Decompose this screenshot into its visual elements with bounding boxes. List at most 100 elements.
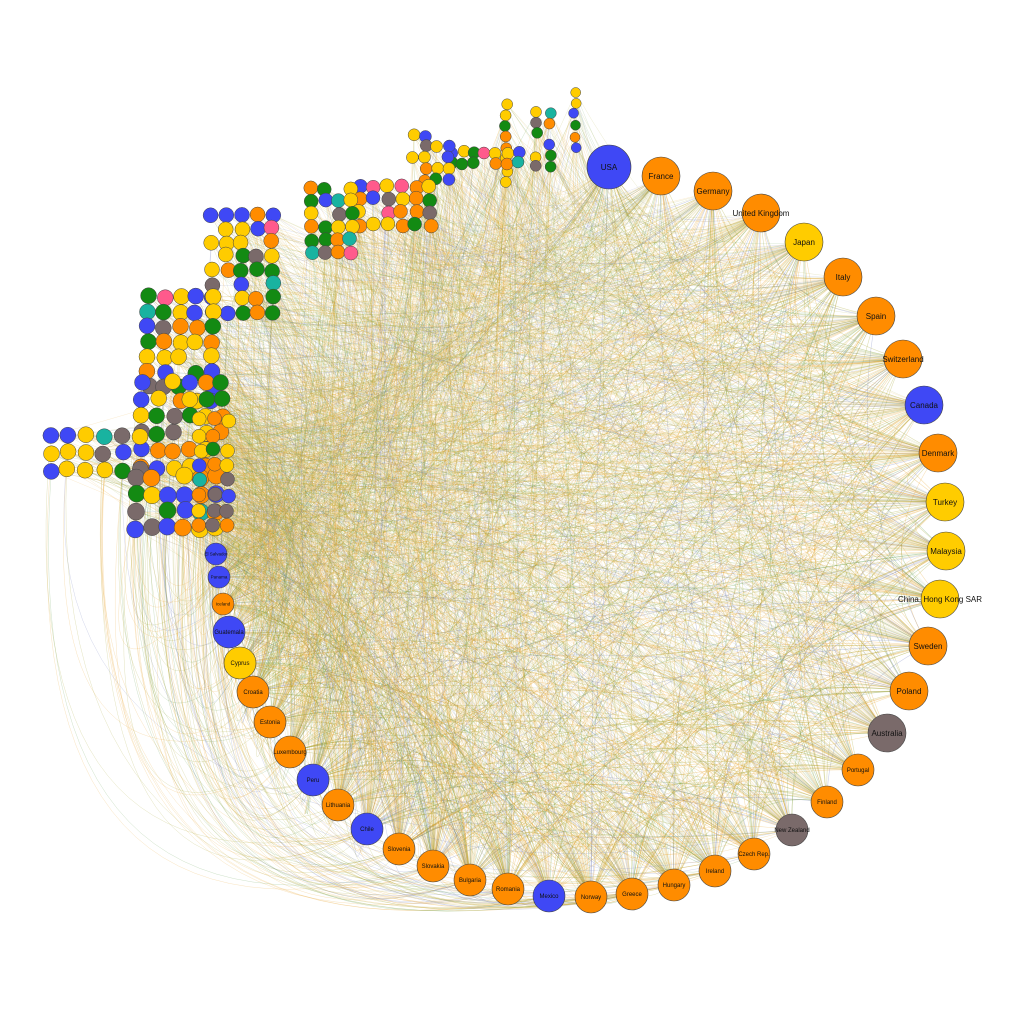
edge xyxy=(338,200,904,362)
edge xyxy=(631,404,925,895)
edge xyxy=(358,211,929,647)
small-node xyxy=(568,107,579,119)
edge xyxy=(429,212,675,886)
edge xyxy=(228,270,675,886)
edge xyxy=(165,297,888,734)
small-node xyxy=(212,374,229,391)
edge xyxy=(194,312,633,895)
edge xyxy=(398,276,844,850)
edge xyxy=(228,270,633,895)
edge xyxy=(449,145,929,647)
edge xyxy=(311,226,368,806)
edge xyxy=(273,215,904,366)
edge xyxy=(252,212,762,693)
edge xyxy=(337,775,675,886)
edge xyxy=(289,241,805,753)
edge xyxy=(211,175,662,290)
edge xyxy=(239,656,859,771)
small-node xyxy=(158,501,177,520)
edge xyxy=(714,690,910,872)
edge xyxy=(211,242,941,600)
edge xyxy=(240,242,373,830)
edge xyxy=(213,296,946,503)
edge xyxy=(372,197,946,503)
edge xyxy=(225,254,716,872)
edge xyxy=(366,800,550,897)
edge xyxy=(461,163,755,855)
edge xyxy=(195,295,276,693)
small-node xyxy=(511,155,525,169)
small-node xyxy=(233,276,250,293)
edge xyxy=(416,187,828,803)
edge xyxy=(573,113,793,831)
small-node xyxy=(424,218,439,234)
small-node xyxy=(165,423,182,441)
edge xyxy=(548,166,610,897)
edge xyxy=(311,212,947,552)
edge xyxy=(226,243,369,830)
edge xyxy=(311,240,385,830)
edge xyxy=(325,199,939,454)
edge xyxy=(373,187,904,362)
edge xyxy=(366,166,610,830)
edge xyxy=(195,295,716,872)
edge xyxy=(311,240,904,360)
edge xyxy=(473,152,662,237)
node-label: Switzerland xyxy=(882,355,923,364)
edge xyxy=(255,298,939,454)
edge xyxy=(289,227,339,753)
edge xyxy=(507,171,877,330)
edge xyxy=(222,212,430,605)
edge xyxy=(213,311,368,830)
edge xyxy=(273,215,716,872)
edge xyxy=(535,111,877,321)
edge xyxy=(506,148,714,236)
edge xyxy=(535,122,844,278)
small-node xyxy=(42,427,60,444)
small-node xyxy=(173,288,190,305)
edge xyxy=(360,186,941,600)
edge xyxy=(255,256,941,600)
edge xyxy=(228,198,361,633)
edge xyxy=(631,276,844,895)
edge xyxy=(180,312,793,831)
edge xyxy=(426,145,859,771)
edge xyxy=(350,175,662,255)
edge xyxy=(437,168,929,647)
edge xyxy=(218,575,270,605)
edge xyxy=(312,156,449,781)
edge xyxy=(760,241,844,322)
edge xyxy=(424,157,859,771)
edge xyxy=(337,212,762,806)
edge xyxy=(706,190,755,855)
edge xyxy=(775,777,828,831)
edge xyxy=(337,157,426,806)
edge xyxy=(400,211,592,898)
small-node xyxy=(219,503,234,519)
small-node xyxy=(419,162,433,175)
edge xyxy=(432,163,508,867)
edge xyxy=(228,631,675,886)
edge xyxy=(432,152,487,867)
edge xyxy=(535,111,904,360)
edge xyxy=(350,199,675,886)
edge xyxy=(311,201,939,454)
edge xyxy=(349,238,793,831)
edge xyxy=(242,297,550,897)
edge xyxy=(366,190,714,830)
small-node xyxy=(441,150,455,164)
edge xyxy=(507,104,519,890)
edge xyxy=(463,151,888,734)
edge xyxy=(576,147,939,454)
edge xyxy=(854,404,925,734)
edge xyxy=(400,211,793,831)
edge xyxy=(349,238,929,647)
edge xyxy=(535,165,910,692)
edge xyxy=(352,175,662,279)
edge xyxy=(448,166,610,255)
edge xyxy=(337,153,455,806)
edge xyxy=(222,597,929,647)
edge xyxy=(432,315,877,867)
edge xyxy=(256,166,610,282)
edge xyxy=(213,311,550,897)
